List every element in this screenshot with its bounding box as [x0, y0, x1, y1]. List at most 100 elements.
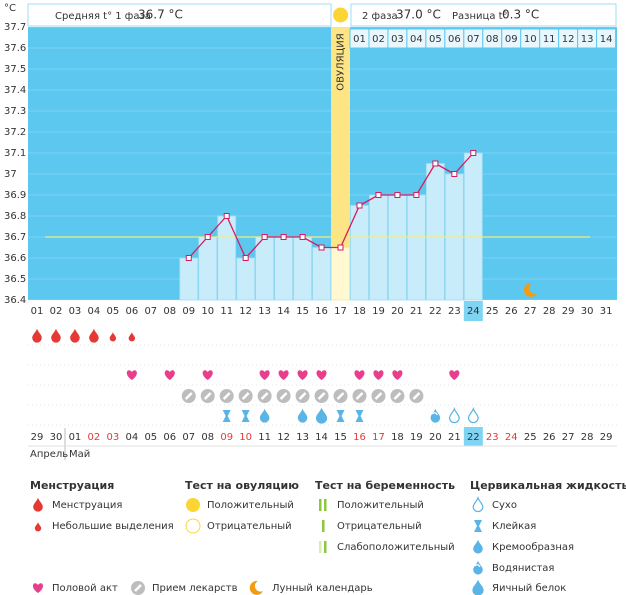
- phase2-box: [350, 3, 617, 27]
- month-label: Апрель: [30, 449, 68, 460]
- temperature-bar: [274, 236, 293, 301]
- calendar-date: 17: [372, 432, 385, 443]
- temperature-point: [394, 192, 401, 198]
- legend-item: Отрицательный: [337, 521, 422, 532]
- legend-item: Кремообразная: [492, 542, 574, 553]
- legend-item: Водянистая: [492, 563, 554, 574]
- pill-stripe: [374, 392, 383, 400]
- y-tick-label: 37.2: [4, 127, 26, 138]
- y-tick-label: 36.6: [4, 253, 26, 264]
- x-tick-label: 11: [220, 306, 233, 317]
- calendar-date: 14: [315, 432, 328, 443]
- watery-icon: [430, 408, 441, 423]
- x-tick-label: 21: [410, 306, 423, 317]
- phase2-day-label: 04: [410, 34, 423, 45]
- y-tick-label: 37.3: [4, 106, 26, 117]
- heart-icon: [278, 370, 289, 380]
- calendar-date: 08: [201, 432, 214, 443]
- calendar-date: 01: [69, 432, 82, 443]
- y-tick-label: 36.8: [4, 211, 26, 222]
- pill-stripe: [412, 392, 421, 400]
- heart-icon: [32, 583, 44, 593]
- menstruation-icon: [89, 328, 99, 343]
- diff-value: 0.3 °C: [502, 8, 539, 22]
- x-tick-label: 09: [182, 306, 195, 317]
- menstruation-icon: [70, 328, 80, 343]
- phase2-day-label: 11: [543, 34, 556, 45]
- calendar-date: 24: [505, 432, 518, 443]
- temperature-point: [375, 192, 382, 198]
- month-label: Май: [69, 449, 90, 460]
- temperature-point: [242, 255, 249, 261]
- y-tick-label: 37.4: [4, 85, 26, 96]
- legend-item: Небольшие выделения: [52, 521, 174, 532]
- phase2-day-label: 05: [429, 34, 442, 45]
- y-tick-label: 37.7: [4, 22, 26, 33]
- calendar-date: 07: [182, 432, 195, 443]
- sticky-icon: [222, 410, 231, 422]
- y-tick-label: 36.5: [4, 274, 26, 285]
- calendar-date: 06: [163, 432, 176, 443]
- legend-item: Положительный: [337, 500, 424, 511]
- legend-item: Клейкая: [492, 521, 536, 532]
- heart-icon: [449, 370, 460, 380]
- phase2-day-label: 13: [581, 34, 594, 45]
- legend-item: Положительный: [207, 500, 294, 511]
- phase2-day-label: 03: [391, 34, 404, 45]
- pill-stripe: [355, 392, 364, 400]
- x-tick-label: 27: [524, 306, 537, 317]
- temperature-bar: [179, 257, 199, 301]
- calendar-date: 09: [220, 432, 233, 443]
- legend-item: Половой акт: [52, 583, 118, 594]
- phase2-day-label: 09: [505, 34, 518, 45]
- pill-stripe: [336, 392, 345, 400]
- calendar-date: 25: [524, 432, 537, 443]
- x-tick-label: 04: [88, 306, 101, 317]
- legend-item: Лунный календарь: [272, 583, 373, 594]
- phase2-day-label: 08: [486, 34, 499, 45]
- x-tick-label: 13: [258, 306, 271, 317]
- heart-icon: [126, 370, 137, 380]
- legend-icon: [322, 520, 325, 532]
- calendar-date: 26: [543, 432, 556, 443]
- y-tick-label: 36.7: [4, 232, 26, 243]
- calendar-date: 23: [486, 432, 499, 443]
- moon-icon: [523, 282, 538, 297]
- x-tick-label: 30: [581, 306, 594, 317]
- temperature-point: [280, 234, 287, 240]
- calendar-date: 02: [88, 432, 101, 443]
- temperature-bar: [463, 152, 483, 301]
- pill-stripe: [241, 392, 250, 400]
- light-menstruation-icon: [128, 332, 136, 342]
- calendar-date: 05: [144, 432, 157, 443]
- heart-icon: [316, 370, 327, 380]
- temperature-bar: [425, 163, 445, 301]
- temperature-point: [223, 213, 230, 219]
- legend-title: Тест на беременность: [315, 479, 455, 492]
- legend-icon: [185, 518, 201, 534]
- y-tick-label: 37: [4, 169, 17, 180]
- egg-white-icon: [315, 407, 328, 424]
- pill-stripe: [134, 584, 142, 592]
- temperature-point: [337, 244, 344, 251]
- calendar-date: 22: [467, 432, 480, 443]
- phase2-day-label: 06: [448, 34, 461, 45]
- creamy-icon: [259, 408, 270, 423]
- temperature-line: [188, 152, 474, 260]
- pill-stripe: [279, 392, 288, 400]
- ovulation-label: ОВУЛЯЦИЯ: [336, 33, 347, 91]
- calendar-date: 19: [410, 432, 423, 443]
- temperature-bar: [369, 194, 388, 301]
- phase2-day-label: 12: [562, 34, 575, 45]
- temperature-bar: [388, 194, 407, 301]
- legend-icon: [33, 497, 43, 512]
- calendar-date: 12: [277, 432, 290, 443]
- x-tick-label: 24: [467, 306, 480, 317]
- legend-icon: [34, 522, 42, 532]
- phase2-day-label: 10: [524, 34, 537, 45]
- calendar-date: 03: [107, 432, 120, 443]
- legend-item: Менструация: [52, 500, 122, 511]
- dry-icon: [472, 495, 484, 513]
- diff-label: Разница t°: [452, 11, 508, 22]
- x-tick-label: 05: [107, 306, 120, 317]
